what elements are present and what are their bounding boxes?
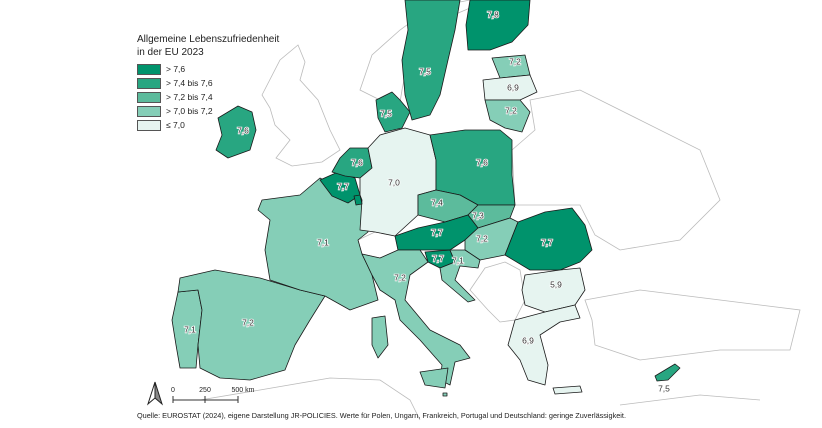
label-greece: 6,9: [522, 335, 534, 345]
label-italy: 7,2: [394, 272, 406, 282]
legend-label: > 7,0 bis 7,2: [166, 106, 213, 116]
legend-label: > 7,6: [166, 64, 186, 74]
region-ireland[interactable]: [215, 105, 257, 159]
region-italy-sicily[interactable]: [419, 367, 449, 389]
region-lithuania[interactable]: [484, 99, 531, 133]
label-sweden: 7,5: [419, 66, 431, 76]
region-greece-crete[interactable]: [552, 385, 583, 395]
label-france: 7,1: [317, 237, 329, 247]
scale-bar: 0 250 500 km: [171, 387, 255, 403]
north-arrow-icon: [146, 381, 164, 406]
legend: Allgemeine Lebenszufriedenheit in der EU…: [137, 33, 279, 132]
label-cyprus: 7,5: [658, 383, 670, 393]
label-germany: 7,0: [388, 177, 400, 187]
eu-countries: [171, 0, 681, 397]
label-denmark: 7,5: [380, 108, 392, 118]
label-latvia: 6,9: [507, 82, 519, 92]
region-hungary[interactable]: [464, 217, 519, 261]
value-labels: 7,6 7,1 7,2 7,1 7,7 7,6 7,0 7,5 7,5 7,8 …: [183, 8, 671, 394]
label-austria: 7,7: [431, 227, 443, 237]
united-kingdom: [261, 44, 341, 167]
scale-tick-500: 500 km: [232, 387, 255, 394]
label-estonia: 7,2: [509, 56, 521, 66]
region-finland[interactable]: [465, 0, 531, 51]
legend-item: > 7,6: [137, 62, 279, 76]
label-czechia: 7,4: [431, 197, 443, 207]
region-sweden[interactable]: [401, 0, 461, 121]
legend-label: > 7,4 bis 7,6: [166, 78, 213, 88]
label-netherlands: 7,6: [351, 157, 363, 167]
label-finland: 7,8: [487, 9, 499, 19]
legend-swatch: [137, 77, 161, 89]
label-ireland: 7,6: [237, 125, 249, 135]
region-luxembourg[interactable]: [353, 194, 363, 206]
label-portugal: 7,1: [184, 324, 196, 334]
legend-title-line1: Allgemeine Lebenszufriedenheit: [137, 34, 280, 45]
label-slovakia: 7,3: [472, 210, 484, 220]
scale-tick-250: 250: [199, 387, 211, 394]
label-lithuania: 7,2: [505, 105, 517, 115]
label-bulgaria: 5,9: [550, 279, 562, 289]
scale-tick-0: 0: [171, 387, 175, 394]
region-italy[interactable]: [361, 249, 471, 386]
label-croatia: 7,1: [452, 255, 464, 265]
region-italy-sardinia[interactable]: [371, 315, 389, 359]
north-africa: [199, 377, 761, 421]
region-croatia[interactable]: [439, 249, 481, 303]
region-romania[interactable]: [504, 207, 593, 271]
region-germany[interactable]: [359, 127, 437, 237]
turkey: [584, 289, 801, 361]
label-poland: 7,6: [476, 157, 488, 167]
legend-label: > 7,2 bis 7,4: [166, 92, 213, 102]
balkans: [469, 261, 526, 323]
non-eu-countries: [199, 0, 801, 421]
label-romania: 7,7: [541, 237, 553, 247]
legend-item: ≤ 7,0: [137, 118, 279, 132]
source-note: Quelle: EUROSTAT (2024), eigene Darstell…: [137, 411, 626, 420]
legend-swatch: [137, 63, 161, 75]
label-spain: 7,2: [242, 317, 254, 327]
legend-swatch: [137, 91, 161, 103]
region-spain[interactable]: [177, 269, 326, 381]
label-slovenia: 7,7: [432, 253, 444, 263]
legend-item: > 7,2 bis 7,4: [137, 90, 279, 104]
region-denmark[interactable]: [375, 91, 411, 133]
label-hungary: 7,2: [476, 233, 488, 243]
legend-item: > 7,0 bis 7,2: [137, 104, 279, 118]
legend-item: > 7,4 bis 7,6: [137, 76, 279, 90]
legend-swatch: [137, 119, 161, 131]
region-greece[interactable]: [507, 304, 581, 386]
legend-title-line2: in der EU 2023: [137, 47, 204, 58]
region-malta[interactable]: [442, 392, 448, 397]
legend-swatch: [137, 105, 161, 117]
legend-label: ≤ 7,0: [166, 120, 185, 130]
region-cyprus[interactable]: [654, 363, 681, 382]
label-belgium: 7,7: [337, 181, 349, 191]
